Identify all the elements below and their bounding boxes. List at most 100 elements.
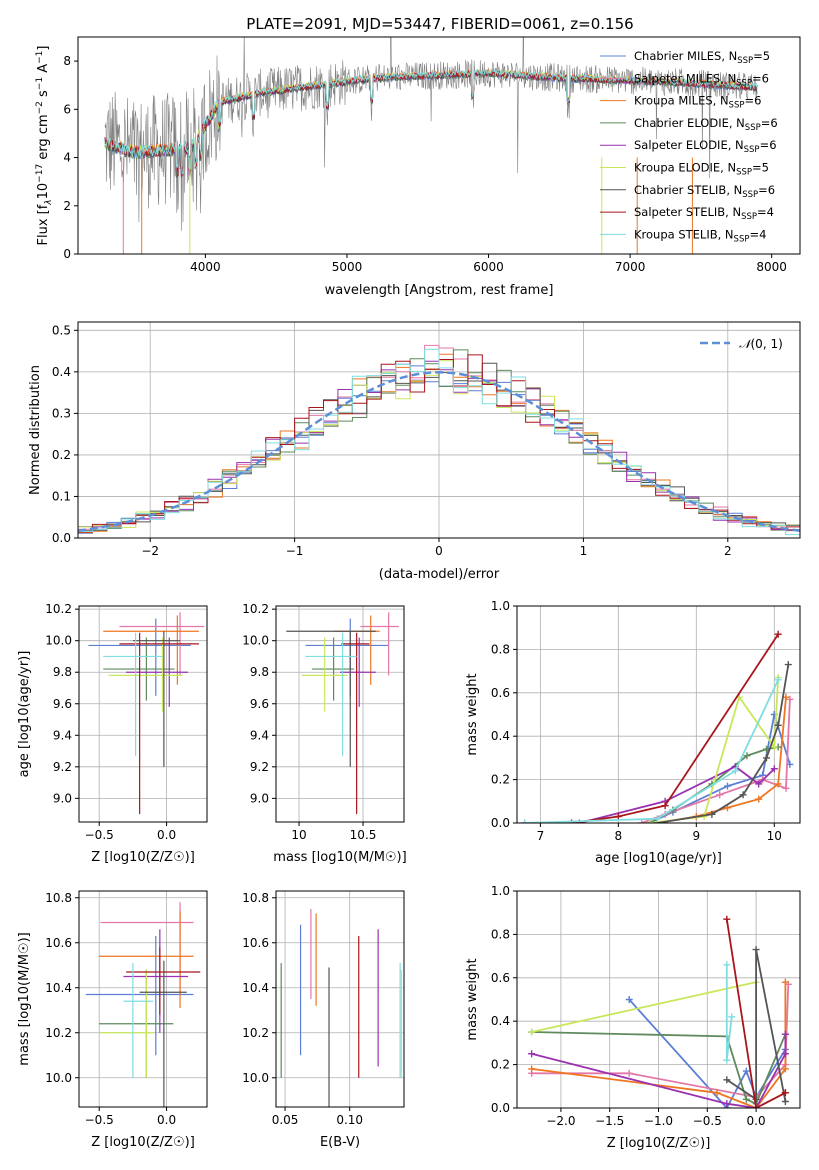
y-axis-label-part: Flux [f xyxy=(36,204,51,245)
y-tick-label: 0 xyxy=(63,247,71,261)
y-axis-label-part: ] xyxy=(36,46,51,51)
weight-marker-4 xyxy=(770,765,778,773)
legend-label: Kroupa ELODIE, N xyxy=(634,161,736,175)
weight-line-1 xyxy=(641,699,791,823)
legend-label: Salpeter ELODIE, N xyxy=(634,138,744,152)
weight-marker-7 xyxy=(614,812,622,820)
legend-entry: 𝒩(0, 1) xyxy=(739,337,783,351)
y-axis-label-part: A xyxy=(36,64,51,77)
legend-sub: SSP xyxy=(736,168,752,178)
y-tick-label: 6 xyxy=(63,102,71,116)
legend-label: (0, 1) xyxy=(751,337,783,351)
weight-marker-1 xyxy=(782,784,790,792)
legend-label: Chabrier ELODIE, N xyxy=(634,116,745,130)
axes-frame xyxy=(78,890,208,1108)
weight-marker-6 xyxy=(752,1095,760,1103)
figure-title: PLATE=2091, MJD=53447, FIBERID=0061, z=0… xyxy=(246,15,633,33)
y-tick-label: 0.6 xyxy=(491,686,510,700)
y-tick-label: 1.0 xyxy=(491,599,510,613)
x-axis-label: mass [log10(M/M☉)] xyxy=(273,850,406,865)
model-spectrum-7 xyxy=(104,68,758,177)
x-tick-label: −1.0 xyxy=(644,1114,673,1128)
weight-marker-2 xyxy=(774,780,782,788)
x-tick-label: 6000 xyxy=(473,260,504,274)
legend-entry: Kroupa STELIB, NSSP=4 xyxy=(634,227,766,244)
x-axis-label: Z [log10(Z/Z☉)] xyxy=(91,1135,195,1150)
mass-vs-z-panel: −0.5 0.0 10.0 10.2 10.4 10.6 10.8 Z [log10(Z/Z☉… xyxy=(17,890,208,1150)
x-tick-label: 7 xyxy=(537,829,545,843)
x-axis-label: age [log10(age/yr)] xyxy=(595,851,722,866)
weight-marker-1 xyxy=(625,1069,633,1077)
x-tick-label: 10.5 xyxy=(350,828,377,842)
y-tick-label: 9.6 xyxy=(250,697,269,711)
weight-marker-2 xyxy=(755,795,763,803)
y-tick-label: 2 xyxy=(63,199,71,213)
legend-label: Kroupa MILES, N xyxy=(634,94,729,108)
y-tick-label: 10.0 xyxy=(242,1071,269,1085)
mass-vs-ebv-panel: 0.05 0.10 10.0 10.2 10.4 10.6 10.8 E(B-V) xyxy=(242,890,405,1150)
weight-marker-0 xyxy=(625,996,633,1003)
axes-frame xyxy=(77,36,801,255)
x-tick-label: −2.0 xyxy=(546,1114,575,1128)
y-axis-label-part: 10 xyxy=(36,183,51,200)
axes-frame xyxy=(78,605,208,823)
weight-marker-0 xyxy=(742,1067,750,1075)
x-tick-label: 8000 xyxy=(756,260,787,274)
weight-marker-6 xyxy=(781,1097,789,1105)
legend-entry: Salpeter ELODIE, NSSP=6 xyxy=(634,138,777,155)
weight-marker-1 xyxy=(786,695,794,703)
y-tick-label: 10.2 xyxy=(242,1026,269,1040)
weight-marker-8 xyxy=(774,676,782,684)
weight-marker-6 xyxy=(723,1076,731,1084)
weight-marker-1 xyxy=(716,791,724,799)
y-tick-label: 9.8 xyxy=(53,665,72,679)
legend-entry: Chabrier ELODIE, NSSP=6 xyxy=(634,116,778,133)
x-tick-label: 10 xyxy=(291,828,306,842)
legend-sub: SSP xyxy=(734,234,750,244)
legend-n: =5 xyxy=(752,161,769,175)
residuals-panel: −2 −1 0 1 2 0.0 0.1 0.2 0.3 0.4 0.5 𝒩(0, 1) (data-mo… xyxy=(28,321,801,582)
y-tick-label: 0.8 xyxy=(491,642,510,656)
y-tick-label: 1.0 xyxy=(491,884,510,898)
weight-marker-5 xyxy=(528,1028,536,1036)
y-axis-label: mass [log10(M/M☉)] xyxy=(17,932,32,1065)
weight-marker-4 xyxy=(781,1050,789,1058)
legend-sub: SSP xyxy=(742,190,758,200)
legend-entry: Kroupa MILES, NSSP=6 xyxy=(634,94,761,111)
x-axis-label: Z [log10(Z/Z☉)] xyxy=(607,1136,711,1151)
weight-marker-4 xyxy=(781,1030,789,1038)
x-tick-label: −2 xyxy=(141,544,159,558)
weight-marker-2 xyxy=(713,1089,721,1097)
legend-sub: SSP xyxy=(729,101,745,111)
plot-area xyxy=(521,630,794,823)
y-tick-label: 4 xyxy=(63,151,71,165)
y-tick-label: 0.2 xyxy=(491,1058,510,1072)
x-tick-label: 8 xyxy=(615,829,623,843)
legend-n: =5 xyxy=(753,49,770,63)
weight-marker-6 xyxy=(784,661,792,669)
weight-marker-8 xyxy=(653,815,661,823)
weight-line-0 xyxy=(649,714,791,823)
y-tick-label: 0.5 xyxy=(52,323,71,337)
y-tick-label: 0.6 xyxy=(491,971,510,985)
legend-label: Salpeter MILES, N xyxy=(634,71,736,85)
weight-marker-6 xyxy=(762,754,770,762)
weight-line-7 xyxy=(725,919,786,1108)
legend-n: =6 xyxy=(758,183,775,197)
weight-marker-3 xyxy=(742,1095,750,1103)
spectrum-panel: 4000 5000 6000 7000 8000 0 2 4 6 8 wavelength [Ang… xyxy=(35,36,801,298)
x-tick-label: −1.5 xyxy=(595,1114,624,1128)
y-axis-label: mass weight xyxy=(465,958,480,1040)
y-tick-label: 10.2 xyxy=(45,602,72,616)
weight-marker-5 xyxy=(646,819,654,823)
y-axis-label: age [log10(age/yr)] xyxy=(17,651,32,778)
weight-marker-4 xyxy=(723,1100,731,1108)
x-axis-label: wavelength [Angstrom, rest frame] xyxy=(325,283,554,298)
plot-area xyxy=(78,344,800,536)
x-tick-label: −0.5 xyxy=(85,828,114,842)
weight-marker-2 xyxy=(528,1065,536,1073)
x-tick-label: 0.0 xyxy=(747,1114,766,1128)
weight-line-4 xyxy=(524,765,775,823)
y-axis-label-part: s xyxy=(36,90,51,101)
legend-label: Chabrier MILES, N xyxy=(634,49,737,63)
